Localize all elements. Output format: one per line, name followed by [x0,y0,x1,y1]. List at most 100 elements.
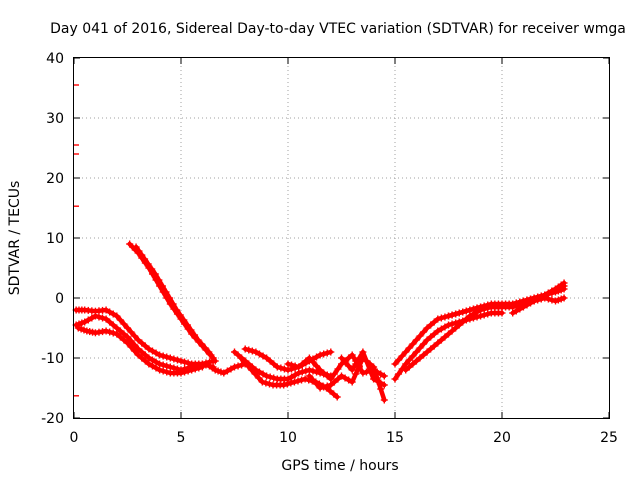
data-point [237,354,245,362]
data-point [313,362,321,370]
data-point [434,339,442,347]
data-point [402,360,410,368]
y-axis-label: SDTVAR / TECUs [7,181,23,296]
data-point [377,379,385,387]
data-point [466,306,474,314]
plot-border [73,57,610,419]
data-point [416,344,424,352]
data-point [183,321,191,329]
chart-title: Day 041 of 2016, Sidereal Day-to-day VTE… [50,21,626,37]
data-point [156,360,164,368]
data-point [184,359,192,367]
tick-layer [73,57,610,419]
data-point [255,374,263,382]
data-point [109,310,117,318]
data-point [151,270,159,278]
data-point [395,370,403,378]
data-point [298,376,306,384]
data-point [163,353,171,361]
data-point [484,310,492,318]
data-point [327,381,335,389]
data-point [109,321,117,329]
data-point [106,318,114,326]
data-point [302,357,310,365]
data-point [270,360,278,368]
data-point [262,379,270,387]
data-point [195,364,203,372]
data-point [416,332,424,340]
data-point [263,354,271,362]
data-point [309,376,317,384]
data-point [252,348,260,356]
data-point [155,276,163,284]
data-point [159,361,167,369]
data-point [519,303,527,311]
data-point [430,330,438,338]
data-point [405,356,413,364]
data-point [156,351,164,359]
data-point [359,348,367,356]
data-point [273,363,281,371]
data-point [177,369,185,377]
data-point [141,357,149,365]
y-tick-label: 30 [46,111,64,127]
data-point [302,367,310,375]
tick-label-layer: 0 5 10 15 20 25 -20 -10 0 10 20 30 40 [41,51,618,446]
data-point [359,369,367,377]
data-point [138,339,146,347]
data-point [145,354,153,362]
data-point [134,336,142,344]
data-point [462,307,470,315]
data-point [301,375,309,383]
data-point [366,366,374,374]
data-point [334,375,342,383]
data-point [466,312,474,320]
data-point [127,328,135,336]
data-point [462,315,470,323]
data-point [316,351,324,359]
data-point [294,377,302,385]
data-point [477,312,485,320]
data-point [298,368,306,376]
data-point [348,378,356,386]
data-point [248,347,256,355]
data-point [148,362,156,370]
data-point [284,375,292,383]
data-point [452,324,460,332]
data-point [391,375,399,383]
data-point [120,320,128,328]
data-point [211,357,219,365]
data-point [362,357,370,365]
data-point [134,345,142,353]
data-point [541,291,549,299]
data-point [412,357,420,365]
data-point [398,352,406,360]
data-point [194,336,202,344]
data-point [124,324,131,332]
y-tick-label: 20 [46,171,64,187]
data-point [434,327,442,335]
data-point [116,316,124,324]
data-point [148,356,156,364]
data-point [177,357,185,365]
data-point [448,320,456,328]
data-point [459,308,467,316]
data-point [534,293,542,301]
data-point [380,381,388,389]
data-point [156,366,164,374]
data-point [181,358,189,366]
data-point [227,365,235,373]
data-point [338,372,345,380]
data-point [437,336,445,344]
data-point [323,382,331,390]
data-point [548,287,556,295]
data-point [509,300,517,308]
data-point [152,364,160,372]
data-point [334,365,342,373]
data-point [523,296,531,304]
data-point [377,385,385,393]
data-point [291,362,299,370]
data-point [309,358,317,366]
data-point [181,368,189,376]
data-point [95,313,103,321]
